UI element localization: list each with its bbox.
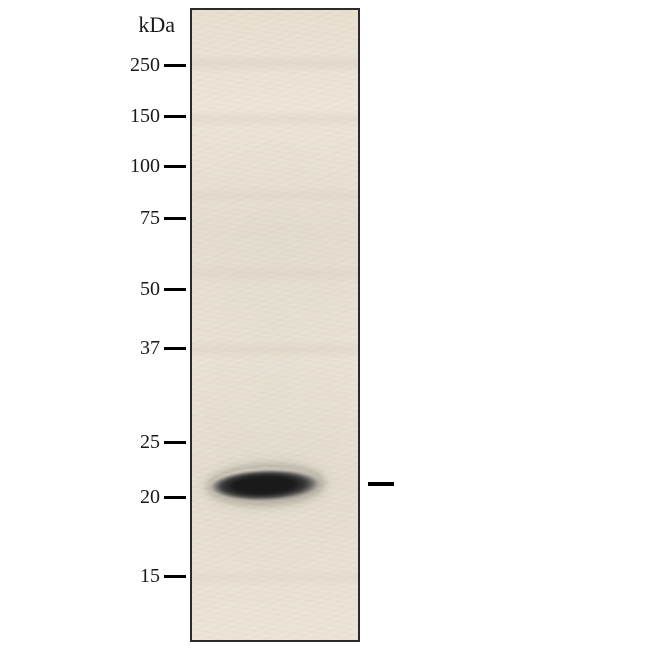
ladder-tick: [164, 64, 186, 67]
ladder-label: 37: [90, 337, 160, 360]
band-indicator-tick: [368, 482, 394, 486]
blot-lane: [190, 8, 360, 642]
ladder-label: 250: [90, 54, 160, 77]
ladder-tick: [164, 115, 186, 118]
ladder-tick: [164, 217, 186, 220]
ladder-label: 25: [90, 431, 160, 454]
lane-background: [192, 10, 358, 640]
ladder-tick: [164, 347, 186, 350]
ladder-tick: [164, 165, 186, 168]
ladder-label: 150: [90, 105, 160, 128]
ladder-label: 15: [90, 565, 160, 588]
ladder-label: 75: [90, 207, 160, 230]
unit-label-kda: kDa: [85, 12, 175, 38]
ladder-label: 50: [90, 278, 160, 301]
ladder-tick: [164, 288, 186, 291]
ladder-tick: [164, 575, 186, 578]
ladder-tick: [164, 441, 186, 444]
ladder-label: 20: [90, 486, 160, 509]
figure-container: kDa 250 150 100 75 50 37 25 20 15: [0, 0, 650, 650]
ladder-tick: [164, 496, 186, 499]
ladder-label: 100: [90, 155, 160, 178]
